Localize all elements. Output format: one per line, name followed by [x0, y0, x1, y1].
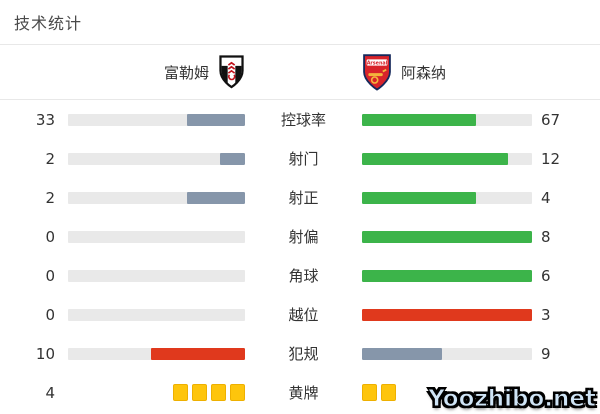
home-stat-bar: [68, 152, 245, 165]
home-stat-value: 0: [45, 305, 55, 324]
home-team-header: 富勒姆: [0, 55, 245, 89]
yellow-card-icons: [362, 383, 532, 401]
away-stat-bar: [362, 269, 532, 282]
yellow-card-icon: [173, 383, 188, 401]
yellow-card-icon: [192, 383, 207, 401]
home-stat-value: 2: [45, 149, 55, 168]
away-stat-bar: [362, 152, 532, 165]
stats-rows: 33 控球率 67 2 射门 12 2 射正 4 0: [0, 100, 600, 412]
home-stat-value: 4: [45, 383, 55, 402]
team-header-row: 富勒姆 Arsenal: [0, 45, 600, 100]
home-stat-value: 0: [45, 227, 55, 246]
yellow-card-icon: [211, 383, 226, 401]
yellow-card-icon: [362, 383, 377, 401]
yellow-card-icon: [381, 383, 396, 401]
stat-label: 越位: [288, 306, 319, 324]
away-stat-value: 6: [541, 266, 551, 285]
away-stat-bar: [362, 383, 532, 401]
away-stat-value: 12: [541, 149, 561, 168]
home-stat-bar: [68, 191, 245, 204]
away-stat-value: 67: [541, 110, 561, 129]
stat-label: 角球: [288, 267, 319, 285]
away-stat-bar: [362, 347, 532, 360]
away-stat-bar: [362, 113, 532, 126]
away-team-name: 阿森纳: [401, 63, 447, 82]
stat-row: 0 射偏 8: [0, 217, 600, 256]
away-stat-value: 4: [541, 188, 551, 207]
stat-label: 黄牌: [288, 384, 319, 402]
stat-row: 33 控球率 67: [0, 100, 600, 139]
stat-row: 0 越位 3: [0, 295, 600, 334]
away-stat-bar: [362, 191, 532, 204]
away-stat-bar: [362, 308, 532, 321]
home-stat-bar: [68, 113, 245, 126]
stat-row: 0 角球 6: [0, 256, 600, 295]
yellow-card-icon: [230, 383, 245, 401]
home-stat-bar: [68, 308, 245, 321]
page-title: 技术统计: [14, 14, 83, 33]
home-stat-value: 2: [45, 188, 55, 207]
away-team-header: Arsenal 阿森纳: [362, 53, 600, 91]
home-team-name: 富勒姆: [163, 63, 209, 82]
away-stat-value: 9: [541, 344, 551, 363]
home-stat-bar: [68, 383, 245, 401]
stat-label: 射正: [288, 189, 319, 207]
home-stat-value: 10: [35, 344, 55, 363]
stat-label: 射偏: [288, 228, 319, 246]
away-stat-value: 8: [541, 227, 551, 246]
svg-text:Arsenal: Arsenal: [367, 60, 388, 66]
home-stat-value: 33: [35, 110, 55, 129]
home-stat-value: 0: [45, 266, 55, 285]
home-stat-bar: [68, 347, 245, 360]
away-stat-bar: [362, 230, 532, 243]
arsenal-crest-icon: Arsenal: [362, 53, 392, 91]
stat-row: 2 射门 12: [0, 139, 600, 178]
stat-row: 4 黄牌: [0, 373, 600, 412]
stat-label: 犯规: [288, 345, 319, 363]
site-watermark: Yoozhibo.net: [428, 386, 597, 413]
yellow-card-icons: [68, 383, 245, 401]
stat-row: 2 射正 4: [0, 178, 600, 217]
stat-row: 10 犯规 9: [0, 334, 600, 373]
fulham-crest-icon: [218, 55, 245, 89]
stat-label: 控球率: [280, 111, 326, 129]
home-stat-bar: [68, 269, 245, 282]
away-stat-value: 3: [541, 305, 551, 324]
home-stat-bar: [68, 230, 245, 243]
panel-header: 技术统计: [0, 0, 600, 45]
stat-label: 射门: [288, 150, 319, 168]
